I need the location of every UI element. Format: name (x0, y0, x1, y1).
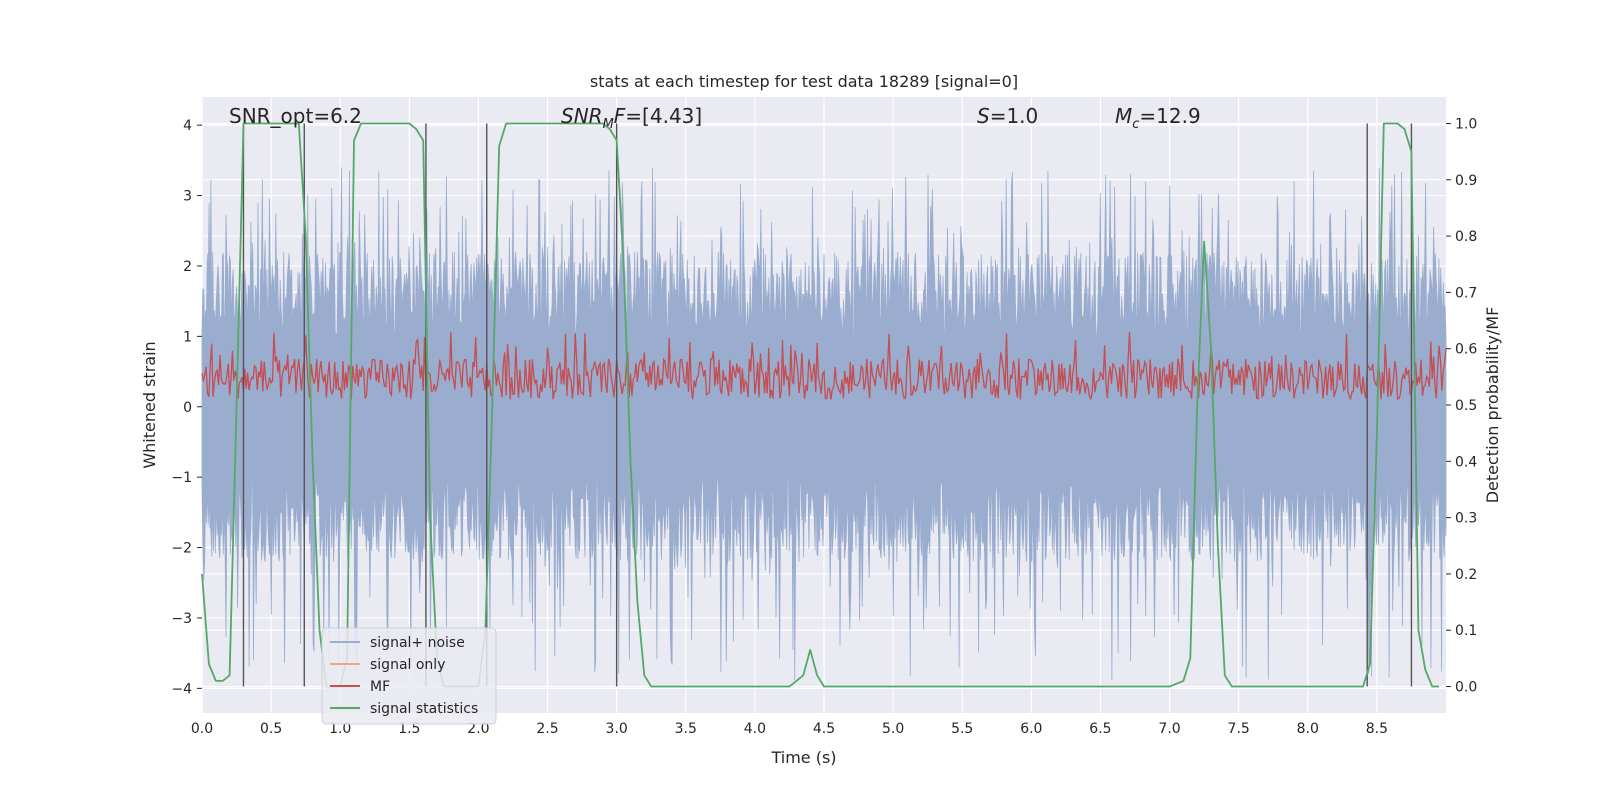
mf-line (201, 332, 1447, 401)
y-right-tick-label: 0.3 (1455, 511, 1477, 527)
x-tick-label: 1.5 (398, 721, 420, 737)
legend-box (321, 627, 497, 725)
x-tick-label: 2.5 (536, 721, 558, 737)
x-tick-label: 0.5 (260, 721, 282, 737)
legend-label: signal statistics (370, 701, 478, 717)
y-right-tick-label: 0.4 (1455, 454, 1477, 470)
y-right-tick-label: 0.6 (1455, 342, 1477, 358)
x-tick-label: 4.0 (744, 721, 766, 737)
y-right-tick-label: 0.9 (1455, 173, 1477, 189)
y-left-tick-label: −2 (171, 541, 192, 557)
x-axis-label: Time (s) (770, 748, 836, 767)
y-left-tick-label: −4 (171, 681, 192, 697)
y-left-tick-label: −3 (171, 611, 192, 627)
y-right-tick-label: 0.2 (1455, 567, 1477, 583)
y-left-tick-label: 3 (183, 189, 192, 205)
x-tick-label: 3.0 (606, 721, 628, 737)
axis-ticks: 0.0 0.5 1.0 1.5 2.0 2.5 3.0 3.5 4.0 4.5 5.0 5.5 6.0 6… (171, 116, 1477, 737)
x-tick-label: 6.0 (1020, 721, 1042, 737)
x-tick-label: 5.5 (951, 721, 973, 737)
y-right-tick-label: 1.0 (1455, 116, 1477, 132)
y-axis-left-label: Whitened strain (140, 341, 159, 468)
y-left-tick-label: 4 (183, 118, 192, 134)
x-tick-label: 3.5 (675, 721, 697, 737)
annotation-mc: Mc=12.9 (1115, 104, 1201, 132)
mf-series (201, 332, 1447, 401)
legend-label: MF (370, 679, 390, 695)
y-left-tick-label: 2 (183, 259, 192, 275)
y-right-tick-label: 0.8 (1455, 229, 1477, 245)
y-right-tick-label: 0.0 (1455, 680, 1477, 696)
signal-statistics-series (201, 122, 1440, 688)
signal-statistics-line (201, 122, 1440, 688)
y-left-tick-label: 1 (183, 329, 192, 345)
x-tick-label: 1.0 (329, 721, 351, 737)
x-tick-label: 8.0 (1297, 721, 1319, 737)
annotation-snr-mf: SNRMF=[4.43] (561, 104, 702, 132)
x-tick-label: 8.5 (1366, 721, 1388, 737)
annotation-s: S=1.0 (977, 104, 1038, 128)
x-tick-label: 7.5 (1228, 721, 1250, 737)
x-tick-label: 4.5 (813, 721, 835, 737)
x-tick-label: 0.0 (191, 721, 213, 737)
vertical-markers (242, 123, 1413, 687)
y-right-tick-label: 0.5 (1455, 398, 1477, 414)
y-left-tick-label: −1 (171, 470, 192, 486)
legend-label: signal+ noise (370, 635, 465, 651)
y-left-tick-label: 0 (183, 400, 192, 416)
x-tick-label: 6.5 (1089, 721, 1111, 737)
x-tick-label: 2.0 (467, 721, 489, 737)
x-tick-label: 5.0 (882, 721, 904, 737)
x-tick-label: 7.0 (1158, 721, 1180, 737)
legend: signal+ noise signal only MF signal statist… (321, 627, 497, 725)
chart-title: stats at each timestep for test data 182… (590, 72, 1018, 91)
y-right-tick-label: 0.1 (1455, 623, 1477, 639)
annotation-snr-opt: SNR_opt=6.2 (229, 104, 362, 128)
legend-label: signal only (370, 657, 445, 673)
y-axis-right-label: Detection probability/MF (1483, 307, 1502, 504)
y-right-tick-label: 0.7 (1455, 285, 1477, 301)
